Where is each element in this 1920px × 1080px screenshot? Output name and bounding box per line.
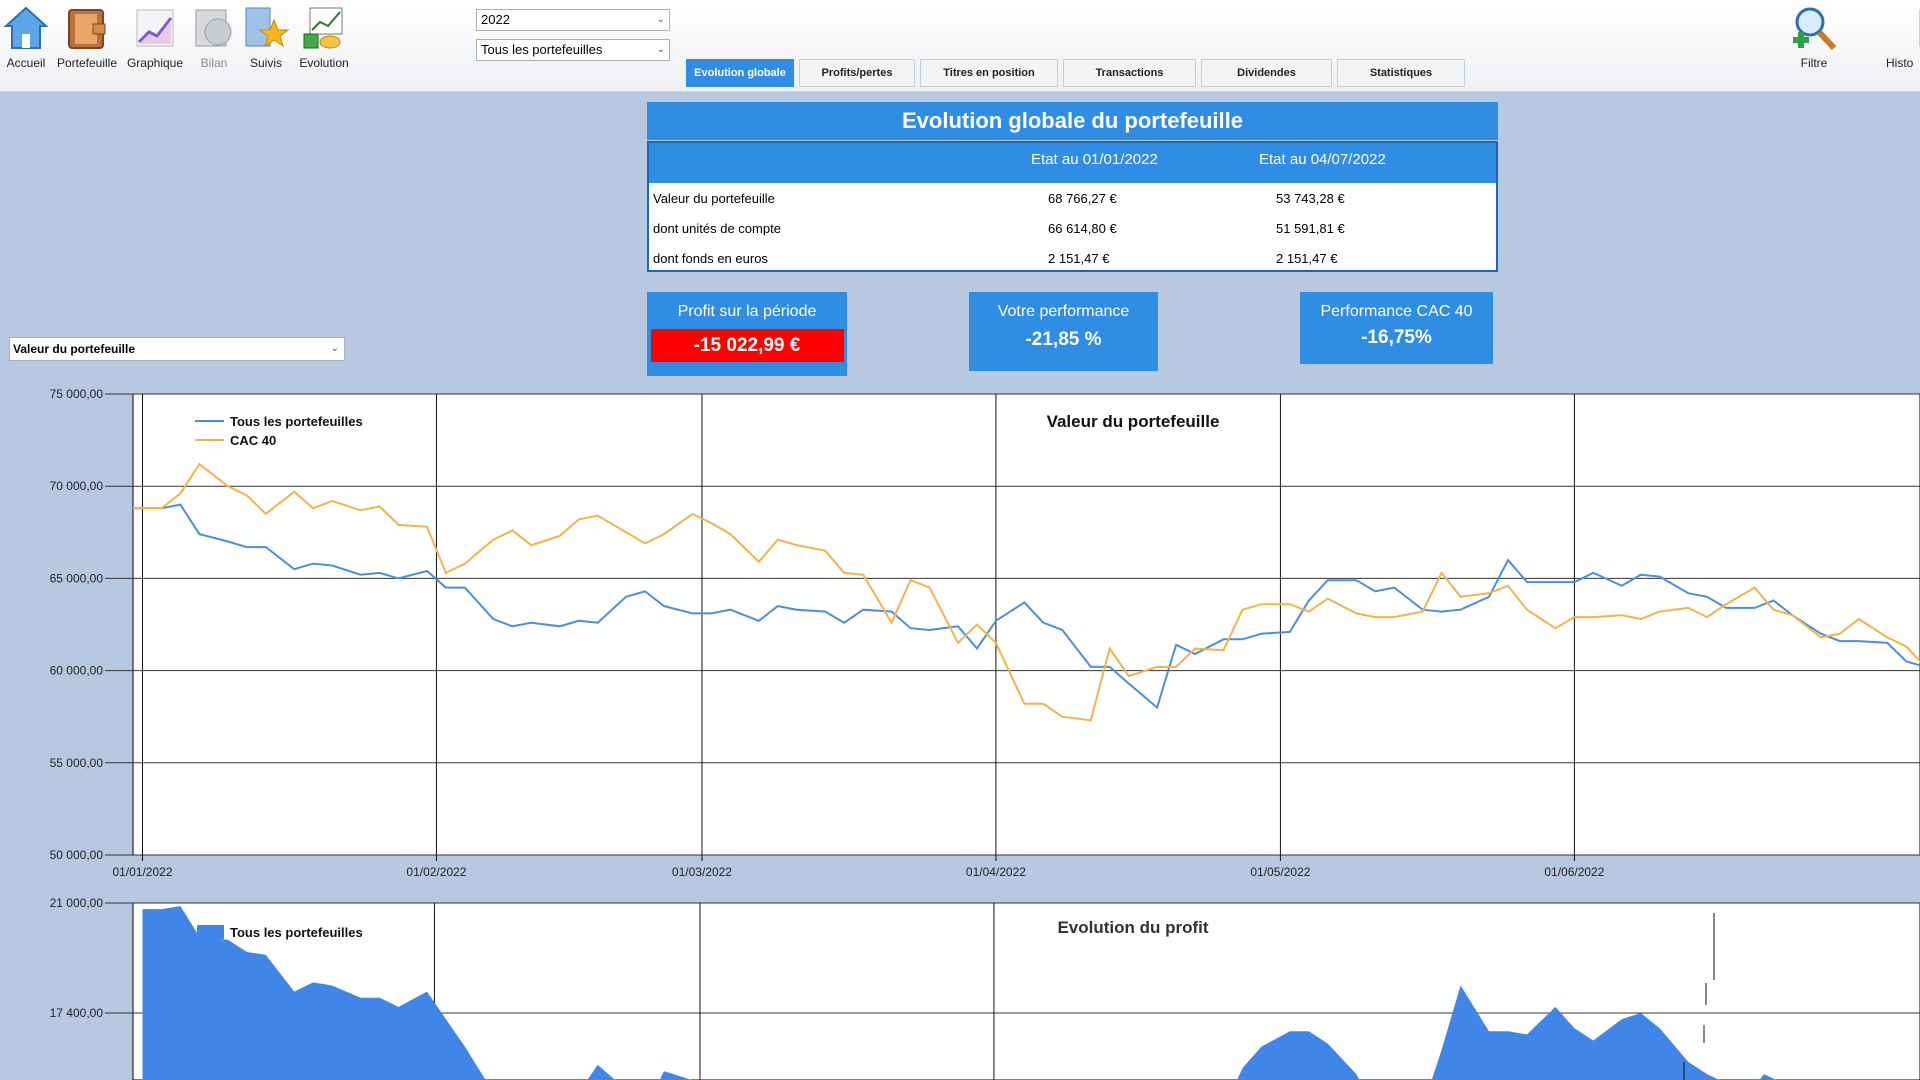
star-icon [245, 7, 290, 48]
row-label: dont fonds en euros [653, 251, 768, 266]
summary-table: Etat au 01/01/2022 Etat au 04/07/2022 Va… [647, 141, 1498, 272]
series-line-Tous-les-portefeuilles [133, 503, 1920, 710]
row-value-end: 2 151,47 € [1276, 251, 1338, 266]
area-chart-title: Evolution du profit [1057, 918, 1208, 937]
column-start-date: Etat au 01/01/2022 [1031, 151, 1158, 168]
line-chart-x-tick-label: 01/06/2022 [1544, 865, 1604, 879]
profit-kpi: Profit sur la période -15 022,99 € [647, 292, 847, 376]
legend-label-Tous-les-portefeuilles: Tous les portefeuilles [230, 414, 363, 429]
evolution-icon [303, 7, 343, 49]
row-label: Valeur du portefeuille [653, 191, 775, 206]
summary-header: Etat au 01/01/2022 Etat au 04/07/2022 [649, 143, 1496, 183]
table-row: dont fonds en euros 2 151,47 € 2 151,47 … [649, 245, 1496, 273]
year-select[interactable]: 2022 ⌄ [476, 9, 670, 31]
series-line-CAC-40 [133, 462, 1920, 722]
row-value-start: 68 766,27 € [1048, 191, 1117, 206]
accueil-label: Accueil [6, 56, 46, 70]
filtre-button[interactable]: Filtre [1782, 4, 1846, 70]
year-value: 2022 [481, 12, 510, 27]
portefeuille-label: Portefeuille [56, 56, 118, 70]
historique-button[interactable]: Histo [1886, 4, 1920, 70]
cac40-kpi: Performance CAC 40 -16,75% [1300, 292, 1493, 364]
line-chart-y-tick-label: 50 000,00 [50, 848, 104, 862]
line-chart-x-tick-label: 01/05/2022 [1250, 865, 1310, 879]
home-icon [3, 6, 49, 49]
tab-transactions[interactable]: Transactions [1063, 59, 1196, 87]
wallet-icon [68, 9, 106, 49]
performance-kpi-value: -21,85 % [1025, 329, 1102, 350]
chevron-down-icon: ⌄ [656, 44, 665, 55]
suivis-button[interactable]: Suivis [234, 4, 298, 70]
profit-kpi-value: -15 022,99 € [650, 329, 844, 362]
accueil-button[interactable]: Accueil [0, 4, 58, 70]
report-icon [195, 9, 232, 47]
portfolio-value: Tous les portefeuilles [481, 42, 603, 57]
row-value-start: 2 151,47 € [1048, 251, 1110, 266]
filtre-label: Filtre [1800, 56, 1828, 70]
cac40-kpi-value: -16,75% [1361, 327, 1432, 348]
legend-label-Tous-les-portefeuilles: Tous les portefeuilles [230, 925, 363, 940]
performance-kpi: Votre performance -21,85 % [969, 292, 1158, 371]
magnifier-plus-icon [1793, 7, 1837, 51]
line-chart-x-tick-label: 01/01/2022 [112, 865, 172, 879]
line-chart-y-tick-label: 60 000,00 [50, 664, 104, 678]
column-end-date: Etat au 04/07/2022 [1259, 151, 1386, 168]
row-value-end: 51 591,81 € [1276, 221, 1345, 236]
graphique-label: Graphique [126, 56, 184, 70]
line-chart-x-tick-label: 01/02/2022 [406, 865, 466, 879]
main-toolbar: Accueil Portefeuille Graphique Bilan Sui… [0, 0, 1920, 92]
portefeuille-button[interactable]: Portefeuille [55, 4, 119, 70]
historique-label: Histo [1886, 56, 1914, 70]
graphique-button[interactable]: Graphique [123, 4, 187, 70]
suivis-label: Suivis [249, 56, 282, 70]
table-row: dont unités de compte 66 614,80 € 51 591… [649, 215, 1496, 243]
row-label: dont unités de compte [653, 221, 781, 236]
line-chart-x-tick-label: 01/03/2022 [672, 865, 732, 879]
tab-evolution-globale[interactable]: Evolution globale [686, 59, 794, 87]
row-value-end: 53 743,28 € [1276, 191, 1345, 206]
bilan-label: Bilan [200, 56, 228, 70]
performance-kpi-title: Votre performance [997, 303, 1130, 320]
tab-profits-pertes[interactable]: Profits/pertes [799, 59, 915, 87]
line-chart-x-tick-label: 01/04/2022 [966, 865, 1026, 879]
portfolio-select[interactable]: Tous les portefeuilles ⌄ [476, 39, 670, 61]
area-chart-y-tick-label: 21 000,00 [50, 896, 104, 910]
cac40-kpi-title: Performance CAC 40 [1320, 303, 1473, 320]
line-chart-title: Valeur du portefeuille [1047, 412, 1220, 431]
chevron-down-icon: ⌄ [330, 343, 339, 354]
tab-titres-en-position[interactable]: Titres en position [920, 59, 1058, 87]
chevron-down-icon: ⌄ [656, 14, 665, 25]
evolution-label: Evolution [299, 56, 349, 70]
chart-series-select[interactable]: Valeur du portefeuille ⌄ [9, 337, 345, 361]
legend-swatch-Tous-les-portefeuilles [197, 925, 224, 939]
tab-dividendes[interactable]: Dividendes [1201, 59, 1332, 87]
summary-title: Evolution globale du portefeuille [647, 102, 1498, 140]
profit-kpi-title: Profit sur la période [677, 303, 817, 320]
area-chart-y-tick-label: 17 400,00 [50, 1006, 104, 1020]
row-value-start: 66 614,80 € [1048, 221, 1117, 236]
bilan-button[interactable]: Bilan [182, 4, 246, 70]
evolution-button[interactable]: Evolution [292, 4, 356, 70]
line-chart-y-tick-label: 65 000,00 [50, 571, 104, 585]
series-area-Tous-les-portefeuilles [142, 906, 1802, 1080]
line-chart-plot-area [132, 393, 1920, 856]
tab-statistiques[interactable]: Statistiques [1337, 59, 1465, 87]
line-chart-y-tick-label: 70 000,00 [50, 479, 104, 493]
table-row: Valeur du portefeuille 68 766,27 € 53 74… [649, 185, 1496, 213]
chart-icon [136, 9, 174, 47]
chart-series-value: Valeur du portefeuille [13, 342, 136, 356]
legend-label-CAC-40: CAC 40 [230, 433, 276, 448]
line-chart-y-tick-label: 55 000,00 [50, 756, 104, 770]
line-chart-y-tick-label: 75 000,00 [50, 387, 104, 401]
